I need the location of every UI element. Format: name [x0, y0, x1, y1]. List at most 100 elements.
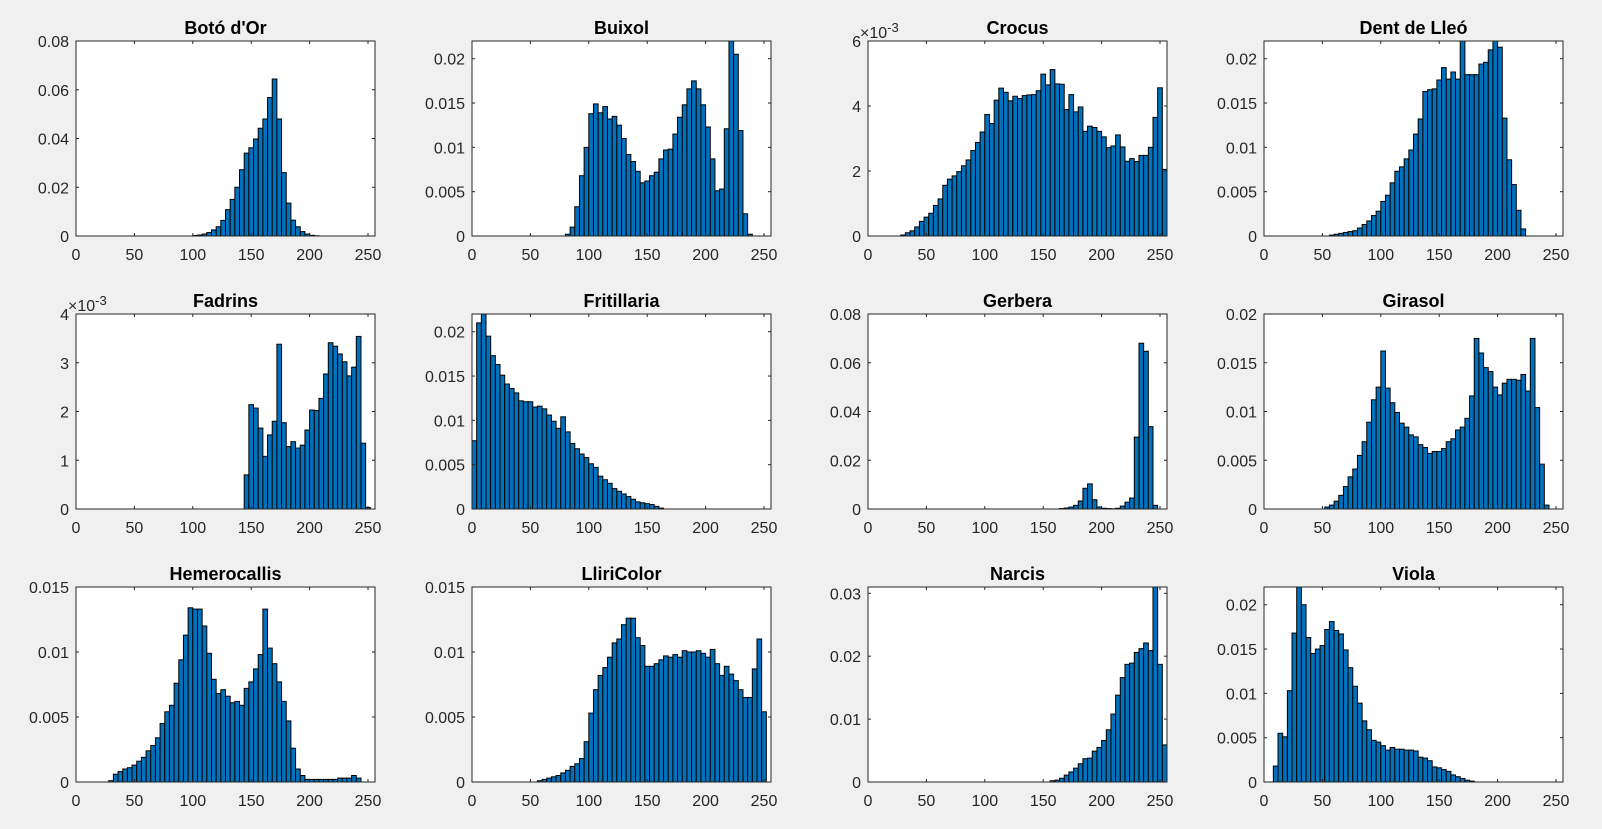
histogram-bar [728, 40, 735, 237]
histogram-bar [262, 608, 269, 783]
histogram-bar [747, 697, 753, 783]
y-tick-label: 0 [852, 775, 861, 792]
histogram-bar [1282, 736, 1288, 783]
histogram-bar [360, 442, 367, 510]
histogram-bar [299, 775, 306, 783]
histogram-bar [597, 475, 604, 510]
histogram-bar [341, 361, 348, 510]
histogram-bar [569, 765, 576, 783]
x-tick-label: 200 [296, 247, 323, 264]
y-tick-label: 4 [60, 307, 69, 324]
y-tick-label: 0 [1248, 229, 1257, 246]
histogram-bar [1478, 352, 1485, 510]
histogram-bar [262, 118, 269, 237]
histogram-bar [262, 455, 269, 510]
histogram-bar [267, 434, 273, 510]
histogram-bar [1375, 741, 1382, 783]
y-tick-label: 0.005 [425, 710, 465, 727]
histogram-bar [602, 106, 608, 237]
y-scale-multiplier: ×10-3 [860, 20, 899, 42]
y-tick-label: 0.015 [425, 580, 465, 597]
histogram-bar [630, 617, 637, 783]
histogram-bar [1338, 494, 1344, 510]
histogram-bar [341, 777, 348, 783]
histogram-bar [140, 756, 147, 783]
y-tick-label: 0.005 [425, 185, 465, 202]
histogram-bar [1422, 757, 1429, 783]
x-tick-label: 250 [1543, 793, 1570, 810]
subplot: 0 50 100 150 200 250 0 0.005 0.01 0.015 LliriColor [425, 564, 777, 810]
histogram-bar [1366, 220, 1372, 237]
histogram-bar [761, 711, 767, 783]
histogram-bar [974, 141, 981, 237]
histogram-bar [550, 776, 557, 783]
y-tick-label: 0.01 [38, 645, 69, 662]
x-tick-label: 0 [72, 247, 81, 264]
histogram-bar [583, 457, 590, 510]
histogram-bar [625, 153, 632, 237]
subplot: 0 50 100 150 200 250 0 2 4 6×10-3 Crocus [852, 18, 1173, 264]
histogram-bar [1389, 746, 1396, 783]
histogram-bar [1436, 450, 1443, 510]
histogram-bar [351, 366, 357, 510]
histogram-bar [1333, 500, 1340, 510]
histogram-bar [323, 373, 329, 510]
histogram-bar [485, 335, 492, 510]
y-tick-label: 0.01 [830, 712, 861, 729]
histogram-bar [1305, 637, 1312, 783]
histogram-bar [1366, 421, 1372, 510]
histogram-bar [1408, 149, 1414, 237]
histogram-bar [187, 607, 194, 783]
histogram-bar [243, 687, 250, 783]
histogram-bar [1068, 771, 1075, 783]
y-tick-label: 0 [60, 502, 69, 519]
x-tick-label: 250 [355, 793, 382, 810]
histogram-bar [285, 446, 292, 510]
histogram-bar [658, 659, 665, 783]
histogram-bar [737, 130, 744, 237]
y-tick-label: 0.02 [434, 52, 465, 69]
subplot-title: Fritillaria [583, 291, 660, 311]
histogram-bar [309, 409, 315, 510]
histogram-bar [1082, 758, 1089, 783]
histogram-bar [1143, 350, 1149, 510]
histogram-bar [1459, 777, 1466, 783]
histogram-bar [1543, 504, 1550, 510]
histogram-bar [117, 771, 124, 783]
histogram-bar [1413, 750, 1419, 783]
histogram-bar [1096, 130, 1103, 237]
histogram-bar [1328, 504, 1335, 510]
histogram-bar [248, 681, 255, 783]
histogram-bar [592, 689, 599, 783]
x-tick-label: 50 [1314, 247, 1332, 264]
histogram-bar [1133, 161, 1140, 237]
histogram-bar [611, 115, 618, 237]
histogram-bar [630, 161, 637, 237]
histogram-bar [681, 104, 688, 237]
histogram-bar [1422, 91, 1429, 237]
histogram-bar [295, 768, 301, 783]
histogram-bar [1464, 74, 1471, 237]
histogram-bar [616, 638, 622, 783]
histogram-bar [215, 226, 222, 237]
x-tick-label: 100 [971, 247, 998, 264]
histogram-bar [658, 158, 665, 237]
histogram-bar [1356, 702, 1363, 783]
histogram-bar [1450, 774, 1457, 783]
x-tick-label: 250 [751, 793, 778, 810]
histogram-bar [206, 652, 212, 783]
histogram-bar [1473, 74, 1480, 237]
histogram-bar [1157, 663, 1163, 783]
histogram-bar [173, 682, 180, 783]
histogram-bar [327, 342, 334, 510]
histogram-bar [527, 401, 534, 510]
histogram-bar [606, 118, 613, 237]
histogram-bar [653, 663, 660, 783]
histogram-bar [295, 447, 301, 510]
histogram-bar [271, 663, 278, 783]
histogram-bar [1286, 690, 1293, 783]
histogram-bar [1040, 73, 1047, 237]
histogram-bar [145, 750, 152, 783]
histogram-bar [639, 182, 646, 237]
histogram-bar [583, 741, 590, 783]
